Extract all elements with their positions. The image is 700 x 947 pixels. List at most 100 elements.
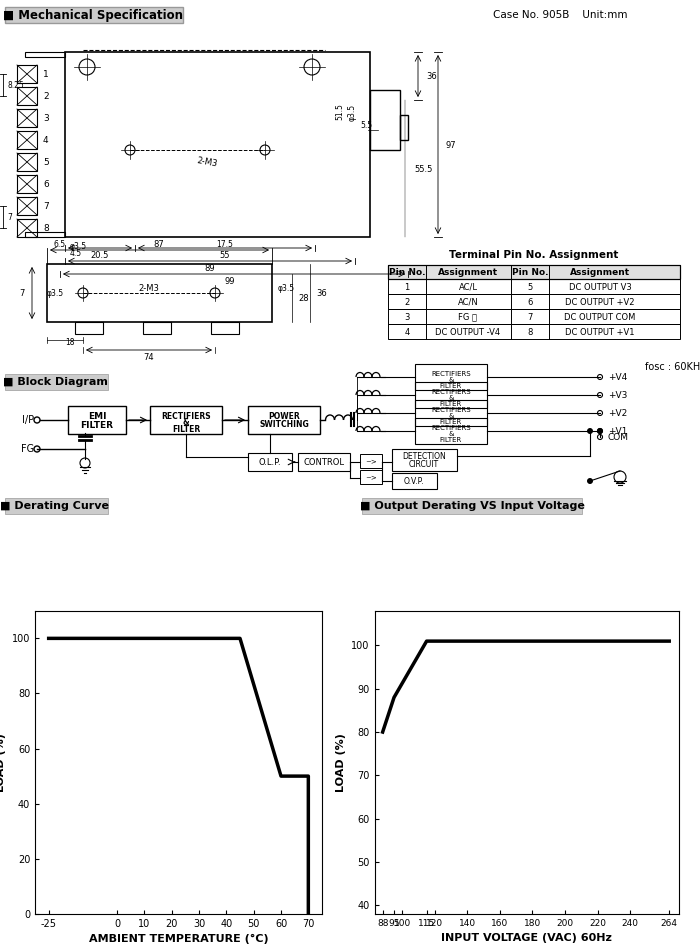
Text: 2-M3: 2-M3 — [139, 283, 160, 293]
Text: ■ Output Derating VS Input Voltage: ■ Output Derating VS Input Voltage — [360, 501, 584, 511]
Text: 1: 1 — [43, 69, 49, 79]
Text: 4: 4 — [43, 135, 48, 145]
Bar — [143, 322, 171, 334]
Text: &: & — [448, 431, 454, 437]
Text: 5.5: 5.5 — [360, 120, 372, 130]
Text: 17.5: 17.5 — [216, 240, 233, 248]
Text: 51.5: 51.5 — [335, 103, 344, 120]
Bar — [298, 453, 350, 471]
Circle shape — [587, 478, 593, 484]
Text: 3: 3 — [405, 313, 409, 321]
Bar — [5, 498, 108, 514]
Text: φ3.5: φ3.5 — [46, 289, 64, 297]
Text: ■ Derating Curve: ■ Derating Curve — [1, 501, 109, 511]
Bar — [5, 7, 183, 23]
Text: RECTIFIERS: RECTIFIERS — [431, 425, 471, 431]
Text: DC OUTPUT COM: DC OUTPUT COM — [564, 313, 636, 321]
Bar — [415, 382, 487, 408]
Text: SWITCHING: SWITCHING — [259, 420, 309, 428]
Text: 55.5: 55.5 — [414, 165, 433, 173]
Text: 1: 1 — [405, 282, 409, 292]
Text: 18: 18 — [65, 337, 75, 347]
Bar — [211, 322, 239, 334]
Text: 36: 36 — [426, 72, 437, 80]
Text: 3: 3 — [43, 114, 49, 122]
Bar — [17, 175, 37, 193]
Bar — [415, 418, 487, 444]
Text: Pin No.: Pin No. — [389, 267, 426, 277]
Bar — [388, 265, 680, 279]
Bar — [17, 153, 37, 171]
Text: DETECTION: DETECTION — [402, 452, 446, 460]
Text: 4.5: 4.5 — [70, 249, 82, 258]
Text: RECTIFIERS: RECTIFIERS — [431, 407, 471, 413]
Text: 4: 4 — [405, 328, 409, 336]
Text: DC OUTPUT +V2: DC OUTPUT +V2 — [566, 297, 635, 307]
Bar — [17, 87, 37, 105]
Bar — [392, 473, 437, 489]
Text: COM: COM — [608, 433, 629, 441]
Text: ~>: ~> — [365, 474, 377, 480]
Bar — [17, 197, 37, 215]
Text: Assignment: Assignment — [438, 267, 498, 277]
Bar — [388, 294, 680, 309]
Text: +V4: +V4 — [608, 372, 627, 382]
Text: RECTIFIERS: RECTIFIERS — [431, 389, 471, 395]
Text: AC/N: AC/N — [458, 297, 478, 307]
Bar — [17, 65, 37, 83]
Bar — [362, 498, 582, 514]
Text: 36: 36 — [316, 289, 327, 297]
Text: 7: 7 — [527, 313, 533, 321]
Text: 87: 87 — [153, 240, 164, 248]
Text: CIRCUIT: CIRCUIT — [409, 459, 439, 469]
Bar — [370, 90, 400, 150]
Text: RECTIFIERS: RECTIFIERS — [431, 371, 471, 377]
Text: FILTER: FILTER — [440, 419, 462, 425]
Text: O.V.P.: O.V.P. — [404, 476, 424, 486]
Text: RECTIFIERS: RECTIFIERS — [161, 412, 211, 420]
Text: 5: 5 — [527, 282, 533, 292]
Text: DC OUTPUT V3: DC OUTPUT V3 — [568, 282, 631, 292]
Bar — [388, 324, 680, 339]
X-axis label: INPUT VOLTAGE (VAC) 60Hz: INPUT VOLTAGE (VAC) 60Hz — [441, 934, 612, 943]
Bar — [388, 309, 680, 324]
Text: 6.5: 6.5 — [54, 240, 66, 248]
Text: FILTER: FILTER — [80, 420, 113, 430]
Circle shape — [587, 428, 593, 434]
Text: 28: 28 — [298, 294, 309, 302]
Y-axis label: LOAD (%): LOAD (%) — [336, 733, 346, 792]
Bar — [248, 406, 320, 434]
Bar — [25, 232, 65, 237]
Text: ■ Block Diagram: ■ Block Diagram — [3, 377, 107, 387]
Text: &: & — [448, 413, 454, 419]
Bar — [150, 406, 222, 434]
Bar — [415, 364, 487, 390]
Text: +V1: +V1 — [608, 426, 627, 436]
Text: 7: 7 — [7, 212, 12, 222]
Bar — [360, 454, 382, 468]
Text: ~>: ~> — [365, 458, 377, 464]
Text: Pin No.: Pin No. — [512, 267, 548, 277]
Text: 7: 7 — [43, 202, 49, 210]
Bar — [68, 406, 126, 434]
Bar — [248, 453, 292, 471]
Text: 8.25: 8.25 — [7, 80, 24, 90]
Text: φ3.5: φ3.5 — [278, 283, 295, 293]
Text: 2: 2 — [43, 92, 48, 100]
Bar — [25, 52, 65, 57]
Text: I/P: I/P — [22, 415, 34, 425]
Text: fosc : 60KHz: fosc : 60KHz — [645, 362, 700, 372]
Text: 99: 99 — [225, 277, 235, 285]
Bar — [65, 52, 370, 237]
Text: O.L.P.: O.L.P. — [259, 457, 281, 467]
Text: φ3.5: φ3.5 — [347, 103, 356, 120]
X-axis label: AMBIENT TEMPERATURE (°C): AMBIENT TEMPERATURE (°C) — [89, 935, 268, 944]
Text: FG ⏚: FG ⏚ — [458, 313, 477, 321]
Bar — [5, 374, 108, 390]
Bar — [17, 109, 37, 127]
Bar — [415, 400, 487, 426]
Bar — [360, 470, 382, 484]
Text: 5: 5 — [43, 157, 49, 167]
Text: Terminal Pin No. Assignment: Terminal Pin No. Assignment — [449, 250, 619, 260]
Text: 89: 89 — [204, 263, 216, 273]
